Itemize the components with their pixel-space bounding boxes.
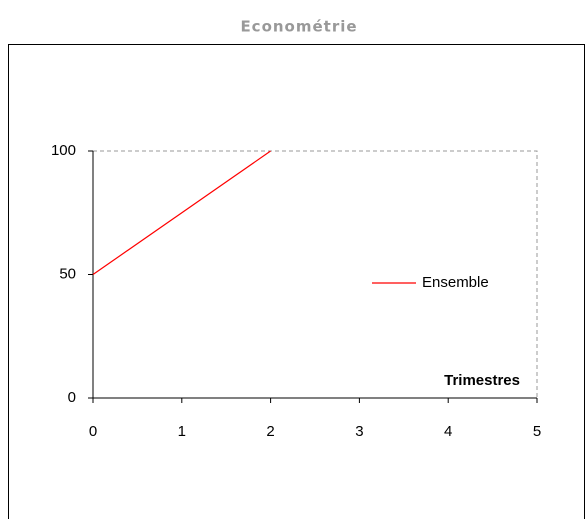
series-line [92, 150, 271, 275]
x-tick-label: 2 [266, 423, 274, 440]
x-tick-label: 1 [178, 423, 186, 440]
x-tick-label: 5 [533, 423, 541, 440]
x-tick-label: 4 [444, 423, 452, 440]
legend-label: Ensemble [422, 274, 489, 291]
y-tick-label: 50 [59, 265, 76, 282]
x-tick-label: 3 [355, 423, 363, 440]
y-tick-label: 0 [68, 389, 76, 406]
plot-border [93, 150, 538, 398]
x-tick-label: 0 [89, 423, 97, 440]
x-axis-label: Trimestres [444, 372, 520, 389]
frame [8, 44, 585, 519]
y-tick-label: 100 [51, 142, 76, 159]
chart-title: Econométrie [240, 18, 357, 36]
